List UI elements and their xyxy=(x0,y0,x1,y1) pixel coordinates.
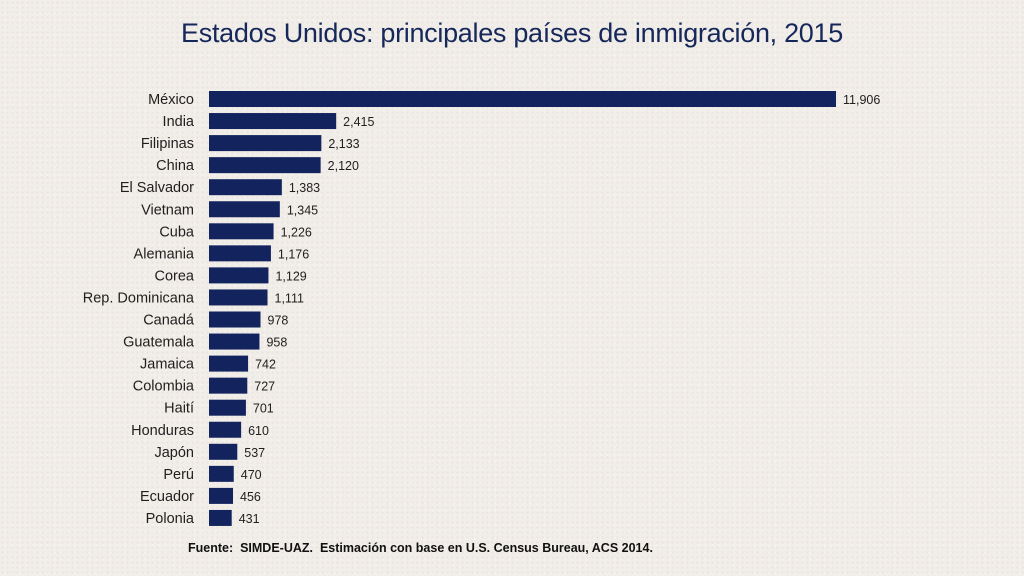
category-label-rep-dominicana: Rep. Dominicana xyxy=(83,290,195,306)
category-label-canada: Canadá xyxy=(143,313,195,329)
bar-china xyxy=(209,157,321,174)
category-label-cuba: Cuba xyxy=(159,224,195,240)
bar-india xyxy=(209,113,337,130)
value-label-japon: 537 xyxy=(244,446,265,460)
bar-alemania xyxy=(209,245,271,262)
bar-guatemala xyxy=(209,333,260,350)
value-label-mexico: 11,906 xyxy=(843,93,880,107)
category-label-mexico: México xyxy=(148,92,194,108)
category-label-peru: Perú xyxy=(163,467,194,483)
value-label-guatemala: 958 xyxy=(266,336,287,350)
category-label-india: India xyxy=(163,114,195,130)
value-label-haiti: 701 xyxy=(253,402,274,416)
category-label-alemania: Alemania xyxy=(134,246,195,262)
bar-ecuador xyxy=(209,487,234,504)
value-label-peru: 470 xyxy=(241,468,262,482)
category-label-honduras: Honduras xyxy=(131,423,194,439)
category-label-haiti: Haití xyxy=(164,401,194,417)
category-label-guatemala: Guatemala xyxy=(123,335,195,351)
category-label-el-salvador: El Salvador xyxy=(120,180,194,196)
category-label-japon: Japón xyxy=(154,445,194,461)
bar-honduras xyxy=(209,421,242,438)
source-note: Fuente: SIMDE-UAZ. Estimación con base e… xyxy=(188,541,653,555)
value-label-vietnam: 1,345 xyxy=(287,203,318,217)
bar-el-salvador xyxy=(209,179,282,196)
bar-mexico xyxy=(209,91,836,107)
category-label-vietnam: Vietnam xyxy=(141,202,194,218)
category-label-colombia: Colombia xyxy=(133,379,195,395)
bar-canada xyxy=(209,311,261,328)
category-label-filipinas: Filipinas xyxy=(141,136,194,152)
category-label-polonia: Polonia xyxy=(146,511,195,527)
value-label-china: 2,120 xyxy=(328,159,359,173)
value-label-filipinas: 2,133 xyxy=(328,137,359,151)
bar-filipinas xyxy=(209,135,322,152)
value-label-colombia: 727 xyxy=(254,380,275,394)
value-label-canada: 978 xyxy=(268,314,289,328)
bar-vietnam xyxy=(209,201,280,218)
value-label-polonia: 431 xyxy=(239,512,260,526)
category-label-corea: Corea xyxy=(155,268,195,284)
category-label-ecuador: Ecuador xyxy=(140,489,194,505)
bar-japon xyxy=(209,443,238,460)
value-label-india: 2,415 xyxy=(343,115,374,129)
bar-polonia xyxy=(209,509,232,526)
bar-cuba xyxy=(209,223,274,240)
category-label-china: China xyxy=(156,158,195,174)
bar-haiti xyxy=(209,399,246,416)
bar-rep-dominicana xyxy=(209,289,268,306)
category-label-jamaica: Jamaica xyxy=(140,357,195,373)
value-label-ecuador: 456 xyxy=(240,490,261,504)
bar-corea xyxy=(209,267,269,284)
bar-colombia xyxy=(209,377,248,394)
value-label-alemania: 1,176 xyxy=(278,247,309,261)
bars-layer: México 11,906 India 2,415 Filipinas 2,133 Chin… xyxy=(83,91,880,527)
value-label-honduras: 610 xyxy=(248,424,269,438)
bar-peru xyxy=(209,465,234,482)
value-label-cuba: 1,226 xyxy=(281,225,312,239)
bar-jamaica xyxy=(209,355,249,372)
value-label-jamaica: 742 xyxy=(255,358,276,372)
value-label-el-salvador: 1,383 xyxy=(289,181,320,195)
value-label-rep-dominicana: 1,111 xyxy=(275,291,304,305)
value-label-corea: 1,129 xyxy=(275,269,306,283)
chart-title: Estados Unidos: principales países de in… xyxy=(181,18,843,48)
